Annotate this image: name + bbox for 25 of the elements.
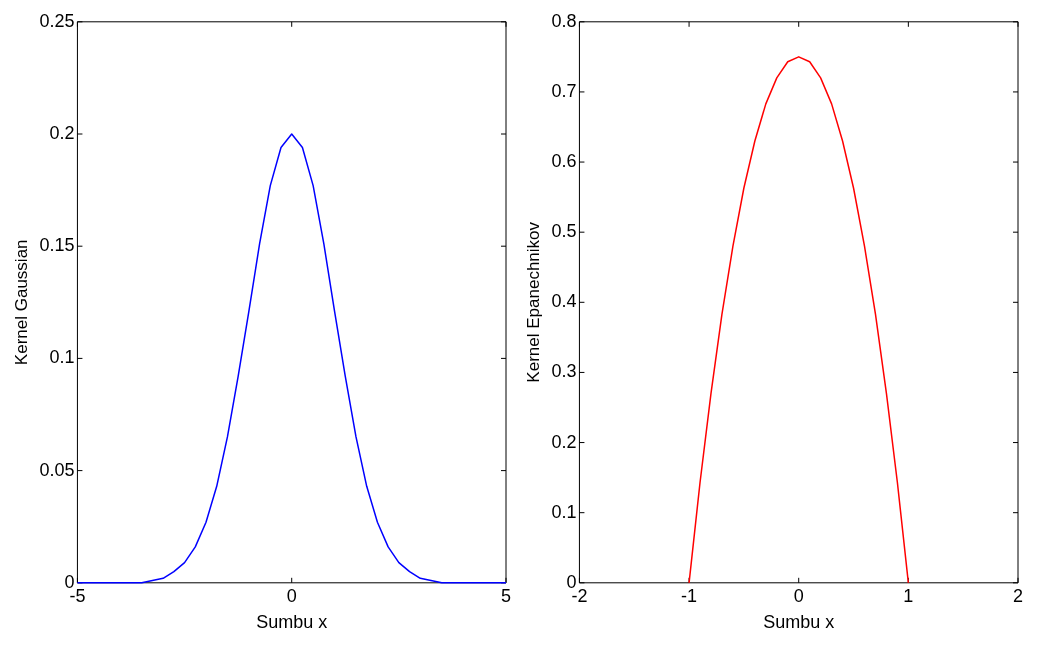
y-tick-label: 0.3 [551, 361, 577, 382]
x-tick-label: -1 [681, 585, 698, 606]
y-axis-title: Kernel Epanechnikov [523, 221, 543, 383]
x-tick-label: 2 [1012, 585, 1024, 606]
x-tick-label: 5 [500, 585, 512, 606]
x-tick-label: 1 [903, 585, 914, 606]
y-tick-label: 0.25 [39, 10, 75, 31]
x-axis-title: Sumbu x [763, 612, 835, 633]
y-tick-label: 0.2 [49, 122, 75, 143]
x-axis-title: Sumbu x [256, 612, 328, 633]
y-tick-label: 0.2 [551, 431, 577, 452]
y-tick-label: 0.7 [551, 80, 577, 101]
x-tick-label: 0 [286, 585, 297, 606]
y-tick-label: 0.8 [551, 10, 577, 31]
y-tick-label: 0.1 [551, 501, 577, 522]
y-tick-label: 0.4 [551, 291, 577, 312]
y-tick-label: 0 [566, 571, 577, 592]
y-tick-label: 0.1 [49, 347, 75, 368]
x-tick-label: 0 [793, 585, 804, 606]
y-tick-label: 0.6 [551, 151, 577, 172]
y-tick-label: 0.5 [551, 221, 577, 242]
y-tick-label: 0 [64, 571, 75, 592]
y-tick-label: 0.05 [39, 459, 75, 480]
y-tick-label: 0.15 [39, 235, 75, 256]
y-axis-title: Kernel Gaussian [11, 239, 31, 366]
